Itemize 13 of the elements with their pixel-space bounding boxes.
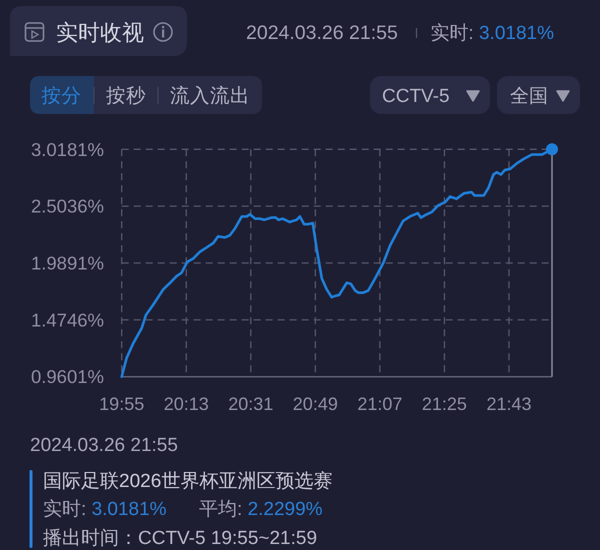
title: 实时收视 [56,20,144,45]
annotation: 国际足联2026世界杯亚洲区预选赛 [43,471,332,492]
annotation: 实时: 3.0181% [430,23,554,44]
annotation: 播出时间：CCTV-5 19:55~21:59 [43,528,318,549]
annotation: 2024.03.26 21:55 [30,435,178,456]
annotation: 按秒 [106,85,146,107]
annotation: 全国 [510,86,548,107]
annotation: 按分 [42,85,82,107]
annotation: 流入流出 [170,85,250,107]
annotation: 平均: 2.2299% [199,499,323,520]
subtitle: 2024.03.26 21:55 [246,22,398,44]
annotation: CCTV-5 [382,86,450,107]
annotation: 实时: 3.0181% [43,499,167,520]
